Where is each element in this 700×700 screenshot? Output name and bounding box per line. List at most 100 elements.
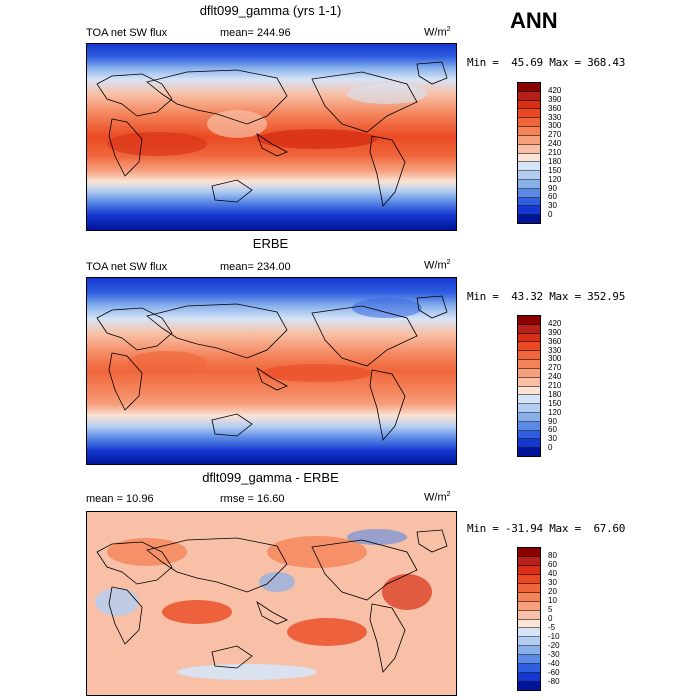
panel-3-rmse-label: rmse = 16.60 (220, 493, 285, 505)
colorbar-tick-label: 390 (548, 94, 562, 104)
panel-1-min-max: Min = 45.69 Max = 368.43 (467, 56, 626, 69)
panel-3-mean-label: mean = 10.96 (86, 493, 154, 505)
colorbar-tick-label: -5 (548, 623, 556, 632)
colorbar-tick-label: 0 (548, 443, 553, 453)
colorbar-tick-label: 300 (548, 354, 562, 364)
colorbar-tick-label: 180 (548, 156, 562, 166)
panel-2-coastlines (96, 295, 448, 441)
panel-3-colorbar-labels: 80 60 40 30 20 10 5 0 -5 -10 -20 -30 -40 -60 -80 (548, 547, 588, 691)
panel-3-map (86, 511, 457, 696)
colorbar-swatch (518, 377, 540, 387)
colorbar-swatch (518, 556, 540, 566)
colorbar-swatch (518, 404, 540, 413)
colorbar-swatch (518, 171, 540, 180)
colorbar-tick-label: -80 (548, 677, 560, 686)
panel-2-mean-label: mean= 234.00 (220, 261, 291, 273)
panel-3-coastlines (96, 529, 448, 673)
panel-1-colorbar (517, 82, 541, 224)
colorbar-tick-label: 120 (548, 174, 562, 184)
colorbar-tick-label: 30 (548, 578, 557, 587)
colorbar-tick-label: 120 (548, 407, 562, 417)
panel-3-colorbar (517, 547, 541, 691)
colorbar-swatch (518, 664, 540, 674)
colorbar-tick-label: 210 (548, 381, 562, 390)
colorbar-tick-label: 150 (548, 165, 562, 175)
colorbar-swatch (518, 118, 540, 128)
panel-3-map-svg (87, 512, 456, 695)
colorbar-tick-label: 60 (548, 425, 557, 435)
colorbar-swatch (518, 197, 540, 207)
panel-2-variable-label: TOA net SW flux (86, 261, 168, 273)
panel-1-variable-label: TOA net SW flux (86, 27, 168, 39)
colorbar-swatch (518, 162, 540, 172)
colorbar-swatch (518, 673, 540, 683)
colorbar-tick-label: 0 (548, 614, 553, 623)
colorbar-tick-label: 150 (548, 398, 562, 408)
colorbar-swatch (518, 360, 540, 369)
colorbar-tick-label: 420 (548, 318, 562, 328)
colorbar-tick-label: -10 (548, 632, 560, 641)
colorbar-swatch (518, 421, 540, 431)
colorbar-tick-label: -20 (548, 641, 560, 650)
panel-2-min-max: Min = 43.32 Max = 352.95 (467, 290, 626, 303)
colorbar-swatch (518, 646, 540, 656)
panel-3-title: dflt099_gamma - ERBE (202, 470, 339, 485)
colorbar-tick-label: 270 (548, 363, 562, 373)
colorbar-swatch (518, 351, 540, 361)
colorbar-tick-label: 40 (548, 569, 557, 578)
panel-1-colorbar-labels: 420 390 360 330 300 270 240 210 180 150 120 90 60 30 0 (548, 82, 588, 224)
panel-3-units: W/m2 (424, 491, 451, 504)
colorbar-tick-label: 20 (548, 587, 557, 596)
colorbar-swatch (518, 91, 540, 101)
colorbar-swatch (518, 109, 540, 119)
colorbar-tick-label: 90 (548, 183, 557, 193)
colorbar-swatch (518, 153, 540, 163)
colorbar-tick-label: 30 (548, 201, 557, 211)
colorbar-swatch (518, 100, 540, 110)
colorbar-tick-label: -40 (548, 659, 560, 668)
colorbar-swatch (518, 215, 540, 223)
colorbar-swatch (518, 412, 540, 422)
colorbar-tick-label: -60 (548, 668, 560, 677)
colorbar-swatch (518, 316, 540, 325)
colorbar-swatch (518, 83, 540, 92)
colorbar-tick-label: 10 (548, 596, 557, 605)
colorbar-tick-label: 60 (548, 192, 557, 202)
colorbar-swatch (518, 395, 540, 405)
colorbar-tick-label: 300 (548, 121, 562, 131)
panel-2-map (86, 277, 457, 465)
colorbar-swatch (518, 135, 540, 145)
colorbar-tick-label: 240 (548, 372, 562, 382)
colorbar-tick-label: 270 (548, 130, 562, 140)
panel-2-units: W/m2 (424, 259, 451, 272)
colorbar-tick-label: 330 (548, 112, 562, 122)
colorbar-swatch (518, 386, 540, 396)
colorbar-swatch (518, 682, 540, 690)
panel-2-colorbar-swatches (517, 315, 541, 457)
panel-1-title: dflt099_gamma (yrs 1-1) (199, 3, 342, 18)
panel-3-min-max: Min = -31.94 Max = 67.60 (467, 522, 626, 535)
colorbar-swatch (518, 619, 540, 629)
colorbar-swatch (518, 601, 540, 611)
colorbar-tick-label: 80 (548, 551, 557, 560)
colorbar-swatch (518, 179, 540, 189)
colorbar-swatch (518, 430, 540, 440)
panel-1-map (86, 43, 457, 231)
colorbar-tick-label: 420 (548, 85, 562, 95)
panel-2-colorbar (517, 315, 541, 457)
colorbar-swatch (518, 565, 540, 575)
colorbar-tick-label: 180 (548, 389, 562, 399)
colorbar-tick-label: 360 (548, 336, 562, 346)
colorbar-tick-label: -30 (548, 650, 560, 659)
colorbar-tick-label: 90 (548, 416, 557, 426)
colorbar-swatch (518, 548, 540, 557)
panel-2-colorbar-labels: 420 390 360 330 300 270 240 210 180 150 120 90 60 30 0 (548, 315, 588, 457)
colorbar-swatch (518, 368, 540, 378)
colorbar-swatch (518, 144, 540, 154)
colorbar-swatch (518, 637, 540, 647)
colorbar-tick-label: 240 (548, 139, 562, 149)
colorbar-tick-label: 60 (548, 560, 557, 569)
panel-1-units: W/m2 (424, 26, 451, 39)
colorbar-tick-label: 360 (548, 103, 562, 113)
panel-1-map-svg (87, 44, 456, 230)
